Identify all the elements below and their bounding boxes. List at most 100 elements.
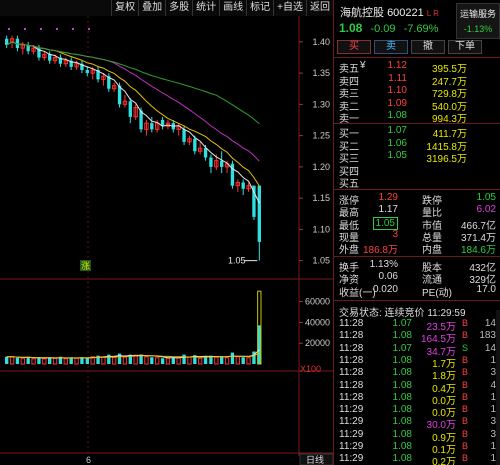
- volume-bar: [246, 357, 251, 365]
- bid-volume: 411.7万: [432, 129, 467, 140]
- bid-label: 买三: [339, 154, 359, 165]
- ask-row[interactable]: 卖五 ¥1.12 395.5万: [334, 60, 500, 75]
- tick-row[interactable]: 11:28 1.08 1.7万 B 1: [334, 355, 500, 370]
- ask-row[interactable]: 卖三 1.10 729.8万: [334, 85, 500, 100]
- stat-label: 净资: [339, 275, 359, 287]
- ask-price: 1.11: [388, 72, 407, 84]
- ask-price: 1.09: [387, 97, 407, 109]
- price-tick-label: 1.30: [312, 99, 330, 109]
- volume-tick-label: 20000: [305, 338, 330, 348]
- candle-body: [203, 148, 208, 158]
- toolbar-back[interactable]: 返回: [306, 0, 333, 16]
- price-tick-label: 1.10: [312, 224, 330, 234]
- candle-body: [176, 125, 181, 130]
- buy-button[interactable]: 买: [337, 40, 371, 54]
- tick-direction: B: [462, 391, 469, 402]
- volume-bar: [31, 358, 36, 365]
- candle-body: [63, 60, 68, 65]
- price-change-pct: -7.69%: [403, 23, 439, 35]
- top-marker-dot: [40, 28, 42, 30]
- tick-volume: 0.0万: [432, 408, 456, 420]
- candle-body: [139, 110, 143, 130]
- stat-value: 432亿: [469, 263, 496, 274]
- volume-bar: [85, 357, 89, 364]
- separator: [334, 123, 500, 124]
- volume-bar: [150, 357, 154, 364]
- kline-svg: 1.40 1.35 1.30 1.25 1.20 1.15 1.10 1.05 60000 400…: [0, 16, 333, 465]
- toolbar-statistics[interactable]: 统计: [192, 0, 219, 16]
- tick-row[interactable]: 11:29 1.08 0.1万 B 1: [334, 441, 500, 456]
- bid-row[interactable]: 买四: [334, 163, 500, 178]
- volume-bar: [241, 357, 245, 364]
- volume-bar: [230, 352, 235, 364]
- tick-row[interactable]: 11:28 1.08 0.4万 B 4: [334, 379, 500, 395]
- stat-row: 收益(一) 0.020 PE(动) 17.0: [334, 284, 500, 299]
- tick-row[interactable]: 11:28 1.08 0.0万 B 1: [334, 391, 500, 407]
- bid-volume: 3196.5万: [426, 154, 467, 165]
- tick-time: 11:29: [339, 404, 364, 416]
- top-marker-dot: [56, 28, 58, 30]
- tick-price: 1.08: [392, 379, 412, 391]
- bid-label: 买四: [339, 166, 359, 178]
- candle-body: [187, 138, 192, 143]
- tick-row[interactable]: 11:29 1.08 0.9万 B 3: [334, 429, 500, 444]
- volume-bar: [74, 357, 79, 365]
- stat-value: 466.7亿: [460, 220, 496, 232]
- toolbar-multi-stock[interactable]: 多股: [165, 0, 192, 16]
- candle-body: [144, 122, 149, 130]
- toolbar-fuquan[interactable]: 复权: [111, 0, 138, 16]
- toolbar-add-watchlist[interactable]: +自选: [273, 0, 306, 16]
- volume-bar: [165, 357, 171, 365]
- volume-bar: [96, 355, 100, 364]
- tick-row[interactable]: 11:28 1.08 1.8万 B 3: [334, 367, 500, 382]
- tick-time: 11:28: [339, 379, 364, 391]
- separator: [334, 256, 500, 257]
- tick-row[interactable]: 11:29 1.08 0.2万 B 1: [334, 453, 500, 465]
- kline-chart[interactable]: 1.40 1.35 1.30 1.25 1.20 1.15 1.10 1.05 60000 400…: [0, 16, 333, 465]
- tick-row[interactable]: 11:28 1.07 23.5万 B 14: [334, 318, 500, 333]
- toolbar-overlay[interactable]: 叠加: [138, 0, 165, 16]
- volume-bar: [117, 353, 122, 364]
- toolbar-draw-line[interactable]: 画线: [219, 0, 246, 16]
- stat-value: 1.05: [476, 192, 496, 203]
- ask-volume: 395.5万: [431, 64, 467, 75]
- bid-row[interactable]: 买三 1.05 3196.5万: [334, 150, 500, 165]
- candle-body: [112, 85, 117, 90]
- volume-bar: [193, 355, 197, 364]
- volume-bar: [58, 356, 63, 364]
- candle-body: [182, 129, 186, 142]
- tick-row[interactable]: 11:29 1.08 30.0万 B 3: [334, 416, 500, 431]
- place-order-button[interactable]: 下单: [448, 40, 482, 54]
- price-line: 1.08 -0.09 -7.69%: [339, 21, 438, 35]
- ask-row[interactable]: 卖一 1.08 994.3万: [334, 110, 500, 125]
- cancel-order-button[interactable]: 撤: [411, 40, 445, 54]
- bid-row[interactable]: 买一 1.07 411.7万: [334, 125, 500, 140]
- tick-row[interactable]: 11:29 1.08 0.0万 B 1: [334, 404, 500, 420]
- ask-row[interactable]: 卖四 1.11 247.7万: [334, 72, 500, 88]
- volume-bar: [139, 354, 143, 364]
- candle-body: [101, 75, 106, 80]
- bid-row[interactable]: 买二 1.06 1415.8万: [334, 138, 500, 153]
- candle-body: [15, 38, 20, 49]
- sector-box[interactable]: 运输服务 -1.13%: [456, 3, 500, 39]
- ask-price: 1.10: [387, 85, 407, 96]
- tick-row[interactable]: 11:28 1.07 34.7万 S 14: [334, 342, 500, 358]
- stat-row: 净资 0.06 流通 329亿: [334, 271, 500, 287]
- toolbar-mark[interactable]: 标记: [246, 0, 273, 16]
- tick-price: 1.07: [392, 342, 412, 354]
- tick-scrollbar[interactable]: [496, 310, 500, 465]
- tick-volume: 1.7万: [432, 358, 456, 370]
- tick-time: 11:29: [339, 441, 364, 452]
- price-tick-label: 1.35: [312, 68, 330, 78]
- sell-button[interactable]: 卖: [374, 40, 408, 54]
- volume-bar: [26, 356, 30, 364]
- tick-count: 4: [490, 379, 496, 391]
- tick-row[interactable]: 11:28 1.08 164.5万 B 183: [334, 330, 500, 345]
- volume-bar: [37, 357, 41, 364]
- bid-row[interactable]: 买五: [334, 175, 500, 190]
- volume-bar: [9, 356, 15, 365]
- volume-bar: [176, 357, 181, 365]
- ask-row[interactable]: 卖二 1.09 540.0万: [334, 97, 500, 113]
- stock-code: 600221: [387, 7, 424, 19]
- volume-bar: [187, 356, 192, 365]
